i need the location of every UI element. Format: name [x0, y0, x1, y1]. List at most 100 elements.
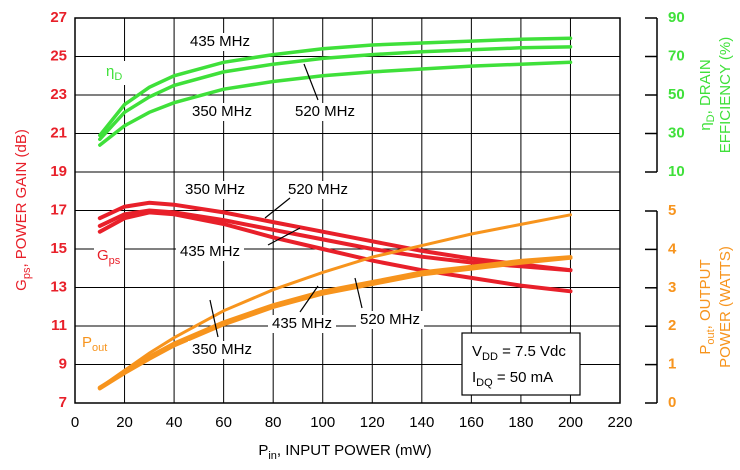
label-bg	[103, 61, 133, 85]
x-tick-label: 160	[459, 414, 484, 431]
y3-tick-label: 0	[668, 394, 676, 411]
arrow	[209, 299, 219, 338]
label-main: η	[106, 63, 114, 80]
curve	[98, 45, 573, 142]
curve	[97, 208, 573, 273]
series-label: 435 MHz	[272, 315, 332, 332]
label-bg	[356, 311, 424, 329]
label-main: P	[82, 334, 92, 351]
arrow	[267, 227, 301, 246]
y2-tick-label: 70	[668, 47, 685, 64]
y3-label-line2: POWER (WATTS)	[717, 246, 734, 368]
curve	[98, 36, 573, 138]
x-tick-label: 40	[166, 414, 183, 431]
label: IDQ = 50 mA	[472, 369, 553, 389]
arrow	[264, 197, 291, 219]
label: Pout	[82, 334, 107, 354]
curve	[97, 255, 573, 391]
label-sub: in	[268, 450, 277, 462]
x-tick-label: 220	[607, 414, 632, 431]
label-sub: D	[114, 71, 122, 83]
x-tick-label: 200	[558, 414, 583, 431]
y-tick-label: 9	[59, 355, 67, 372]
x-tick-label: 180	[508, 414, 533, 431]
labels: 435 MHz 520 MHz 350 MHz 350 MHz 520 MHz 435 M…	[79, 33, 581, 396]
series-label: 520 MHz	[295, 103, 355, 120]
y-tick-label: 11	[51, 317, 67, 334]
y-tick-label: 13	[50, 278, 67, 295]
label-bg	[188, 103, 256, 121]
x-tick-label: 0	[71, 414, 79, 431]
label-sub: DD	[482, 351, 498, 363]
label-sub: ps	[21, 267, 33, 279]
label-main: η	[697, 122, 714, 130]
curve	[98, 213, 572, 390]
label-rest: = 50 mA	[493, 369, 553, 386]
label-main: P	[258, 442, 268, 459]
x-tick-label: 120	[360, 414, 385, 431]
label-rest: , INPUT POWER (mW)	[277, 442, 432, 459]
label: ηD	[106, 63, 122, 83]
y2-tick-label: 10	[668, 163, 685, 180]
label-bg	[79, 332, 115, 356]
label-rest: = 7.5 Vdc	[498, 343, 566, 360]
label-rest: , POWER GAIN (dB)	[13, 129, 30, 267]
label-bg	[181, 181, 249, 199]
y2-tick-label: 90	[668, 9, 685, 26]
series-label: 350 MHz	[185, 181, 245, 198]
y2-tick-label: 30	[668, 124, 685, 141]
y3-tick-label: 2	[668, 317, 676, 334]
y2-label-line2: EFFICIENCY (%)	[717, 37, 734, 153]
curve	[97, 210, 573, 294]
label: Gps, POWER GAIN (dB)	[13, 129, 33, 291]
label-main: P	[697, 345, 714, 355]
x-tick-label: 100	[310, 414, 335, 431]
y2-tick-label: 50	[668, 86, 685, 103]
label-main: G	[13, 279, 30, 291]
label-bg	[186, 33, 254, 51]
conditions-box	[461, 332, 581, 396]
y3-tick-label: 1	[668, 356, 676, 373]
arrows	[209, 63, 363, 338]
y-tick-label: 23	[50, 86, 67, 103]
plot-frame	[74, 17, 621, 404]
x-tick-label: 20	[116, 414, 133, 431]
y-tick-label: 27	[50, 9, 67, 26]
label: Pin, INPUT POWER (mW)	[258, 442, 431, 462]
y-tick-label: 21	[50, 124, 67, 141]
y3-tick-label: 3	[668, 279, 676, 296]
curves	[97, 36, 573, 391]
curve	[97, 200, 573, 273]
y-tick-label: 25	[50, 47, 67, 64]
arrow	[354, 277, 363, 309]
label-sub: out	[92, 342, 107, 354]
series-label: 520 MHz	[288, 181, 348, 198]
y-tick-label: 15	[50, 240, 67, 257]
label-sub: D	[705, 114, 717, 122]
y-tick-label: 7	[59, 394, 67, 411]
label-bg	[94, 245, 124, 269]
label-bg	[188, 341, 256, 359]
label-sub: ps	[109, 255, 121, 267]
label-sub: DQ	[476, 377, 493, 389]
label-bg	[176, 243, 244, 261]
x-tick-label: 60	[215, 414, 232, 431]
label-main: I	[472, 369, 476, 386]
arrow	[299, 285, 319, 313]
x-tick-label: 140	[409, 414, 434, 431]
y-tick-label: 19	[50, 163, 67, 180]
series-label: 520 MHz	[360, 311, 420, 328]
x-tick-label: 80	[265, 414, 282, 431]
arrow	[303, 63, 319, 101]
label-main: V	[472, 343, 482, 360]
label-sub: out	[705, 329, 717, 344]
label: VDD = 7.5 Vdc	[472, 343, 566, 363]
label-bg	[268, 315, 336, 333]
curve	[98, 60, 573, 147]
y3-tick-label: 5	[668, 202, 676, 219]
label: ηD, DRAIN	[697, 59, 717, 130]
series-label: 350 MHz	[192, 341, 252, 358]
label-rest: , DRAIN	[697, 59, 714, 114]
series-label: 350 MHz	[192, 103, 252, 120]
